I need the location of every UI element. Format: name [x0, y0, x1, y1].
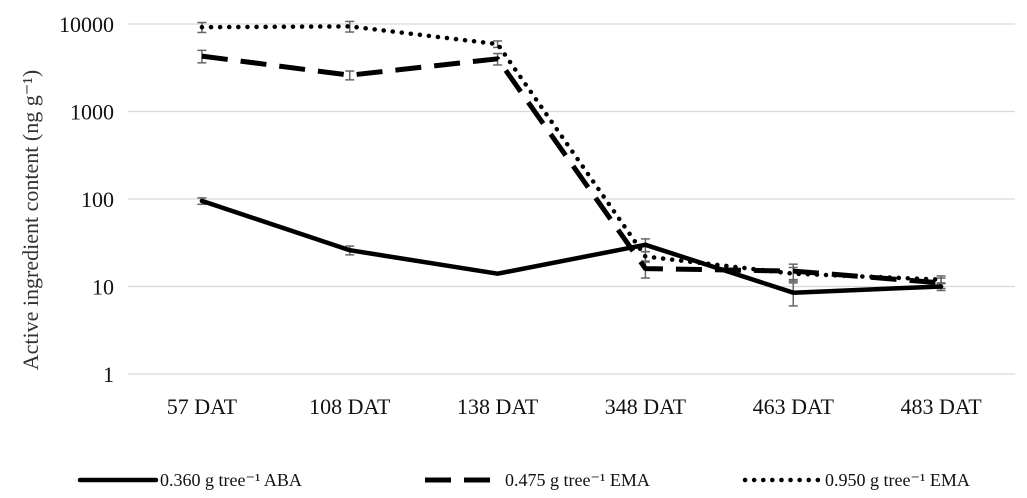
- y-tick-labels: 1 10 100 1000 10000: [59, 12, 114, 387]
- legend-label: 0.360 g tree⁻¹ ABA: [160, 470, 302, 490]
- legend-label: 0.950 g tree⁻¹ EMA: [825, 470, 970, 490]
- x-tick-label: 348 DAT: [605, 394, 687, 419]
- y-tick-label: 10000: [59, 12, 114, 37]
- x-tick-label: 483 DAT: [900, 394, 982, 419]
- y-tick-label: 10: [92, 275, 114, 300]
- error-bar: [936, 275, 946, 285]
- y-tick-label: 100: [81, 187, 114, 212]
- legend-label: 0.475 g tree⁻¹ EMA: [505, 470, 650, 490]
- y-axis-title: Active ingredient content (ng g⁻¹): [18, 70, 43, 370]
- y-tick-label: 1000: [70, 100, 114, 125]
- series-line-2: [201, 53, 942, 286]
- error-bars: [197, 20, 946, 307]
- x-tick-labels: 57 DAT 108 DAT 138 DAT 348 DAT 463 DAT 483 DA…: [167, 394, 983, 419]
- series-lines: [199, 24, 944, 295]
- x-tick-label: 108 DAT: [309, 394, 391, 419]
- x-tick-label: 138 DAT: [457, 394, 539, 419]
- x-tick-label: 463 DAT: [753, 394, 835, 419]
- series-line-1: [199, 198, 944, 295]
- legend-item: 0.475 g tree⁻¹ EMA: [425, 470, 650, 490]
- y-tick-label: 1: [103, 362, 114, 387]
- legend-item: 0.950 g tree⁻¹ EMA: [742, 470, 970, 490]
- x-tick-label: 57 DAT: [167, 394, 238, 419]
- error-bar: [345, 70, 355, 81]
- legend-item: 0.360 g tree⁻¹ ABA: [77, 470, 302, 490]
- gridlines: [128, 23, 1015, 375]
- series-line-3: [199, 24, 944, 282]
- legend: 0.360 g tree⁻¹ ABA 0.475 g tree⁻¹ EMA 0.95…: [77, 470, 970, 490]
